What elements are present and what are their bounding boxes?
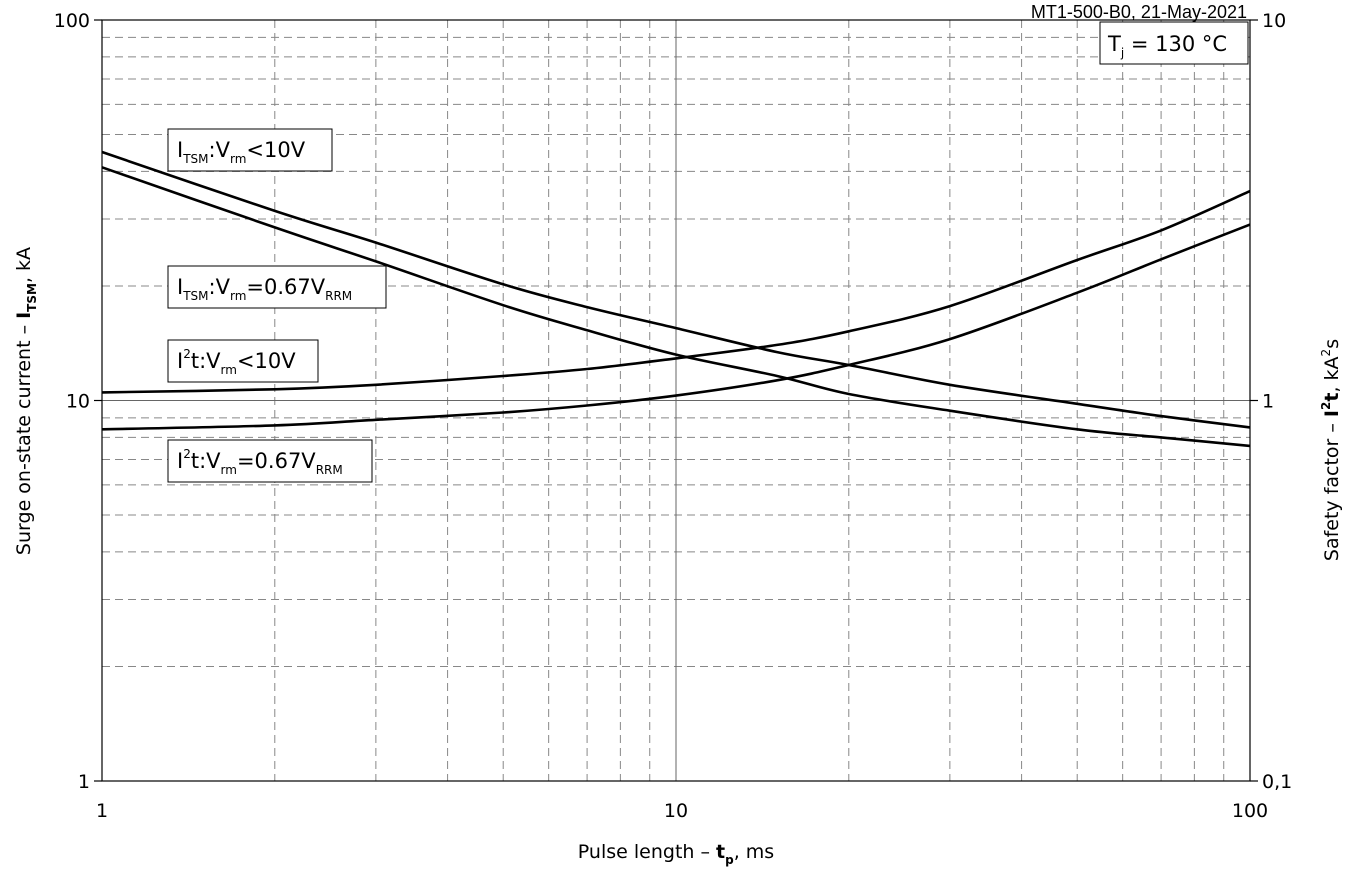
y-tick-label-left: 10 xyxy=(66,391,90,413)
svg-text:ITSM:Vrm=0.67VRRM: ITSM:Vrm=0.67VRRM xyxy=(177,275,352,303)
series-line-4 xyxy=(101,223,1251,431)
x-tick-label: 1 xyxy=(96,800,108,822)
series-label-1: ITSM:Vrm<10V xyxy=(167,128,333,172)
tick-labels: 1 10 100 1 10 100 0,1 1 10 xyxy=(54,10,1292,822)
svg-text:ITSM:Vrm<10V: ITSM:Vrm<10V xyxy=(177,138,306,166)
y-tick-label-right: 10 xyxy=(1262,10,1286,32)
plot-frame xyxy=(94,19,1258,782)
series-line-3 xyxy=(101,189,1251,394)
y-tick-label-left: 1 xyxy=(78,771,90,793)
x-tick-label: 100 xyxy=(1232,800,1268,822)
chart-header: MT1-500-B0, 21-May-2021 xyxy=(1031,2,1247,22)
series-line-2 xyxy=(101,166,1251,448)
condition-prefix: T xyxy=(1107,32,1121,56)
y-tick-label-right: 0,1 xyxy=(1262,771,1292,793)
curves xyxy=(101,150,1251,448)
y-axis-title-right: Safety factor – I2t, kA2s xyxy=(1319,339,1343,561)
y-axis-title-left: Surge on-state current – ITSM, kA xyxy=(13,247,39,555)
y-tick-label-left: 100 xyxy=(54,10,90,32)
condition-box: Tj = 130 °C xyxy=(1099,21,1249,65)
y-tick-label-right: 1 xyxy=(1262,391,1274,413)
svg-text:I2t:Vrm<10V: I2t:Vrm<10V xyxy=(177,347,296,377)
grid xyxy=(102,20,1250,781)
svg-text:I2t:Vrm=0.67VRRM: I2t:Vrm=0.67VRRM xyxy=(177,447,343,477)
series-label-3: I2t:Vrm<10V xyxy=(167,339,319,383)
series-label-4: I2t:Vrm=0.67VRRM xyxy=(167,439,373,483)
svg-text:Tj = 130 °C: Tj = 130 °C xyxy=(1107,32,1227,60)
condition-suffix: = 130 °C xyxy=(1124,32,1227,56)
condition-sub: j xyxy=(1120,46,1124,60)
series-label-2: ITSM:Vrm=0.67VRRM xyxy=(167,265,387,309)
series-line-1 xyxy=(101,150,1251,429)
x-tick-label: 10 xyxy=(664,800,688,822)
x-axis-title: Pulse length – tp, ms xyxy=(578,841,774,867)
